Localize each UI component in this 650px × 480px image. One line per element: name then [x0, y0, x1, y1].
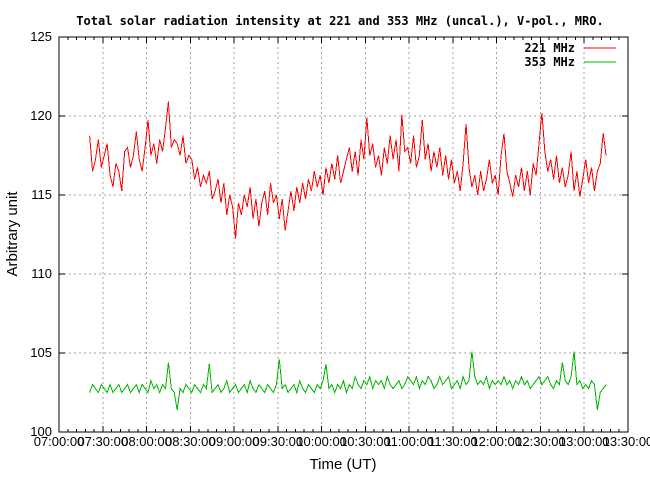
series-line-221-mhz — [89, 101, 607, 239]
legend-label-221mhz: 221 MHz — [524, 41, 575, 55]
x-tick-label: 07:30:00 — [77, 434, 128, 449]
x-tick-label: 10:30:00 — [340, 434, 391, 449]
y-tick-label: 110 — [31, 266, 52, 281]
x-tick-label: 11:00:00 — [384, 434, 434, 449]
y-tick-label: 125 — [30, 29, 52, 44]
y-tick-label: 115 — [31, 187, 52, 202]
x-tick-label: 08:30:00 — [165, 434, 216, 449]
legend: 221 MHz 353 MHz — [524, 41, 616, 69]
y-tick-label: 120 — [30, 108, 52, 123]
x-tick-label: 13:00:00 — [559, 434, 610, 449]
x-tick-label: 09:30:00 — [253, 434, 304, 449]
y-axis-title: Arbitrary unit — [4, 191, 21, 277]
x-tick-label: 10:00:00 — [296, 434, 347, 449]
series-line-353-mhz — [89, 351, 607, 410]
x-tick-labels: 07:00:0007:30:0008:00:0008:30:0009:00:00… — [34, 434, 650, 449]
y-tick-label: 105 — [30, 345, 52, 360]
x-tick-label: 08:00:00 — [121, 434, 172, 449]
y-tick-labels: 100 105 110 115 120 125 — [30, 29, 52, 439]
plot-border — [58, 36, 629, 433]
data-series — [89, 101, 607, 410]
x-axis-title: Time (UT) — [310, 456, 377, 473]
x-tick-label: 13:30:00 — [603, 434, 650, 449]
x-tick-label: 07:00:00 — [34, 434, 85, 449]
x-tick-label: 11:30:00 — [428, 434, 478, 449]
grid-lines — [59, 37, 628, 432]
x-tick-label: 09:00:00 — [209, 434, 260, 449]
x-tick-label: 12:00:00 — [471, 434, 522, 449]
legend-label-353mhz: 353 MHz — [524, 55, 575, 69]
y-tick-label: 100 — [30, 424, 52, 439]
chart-title: Total solar radiation intensity at 221 a… — [76, 14, 603, 28]
x-tick-label: 12:30:00 — [515, 434, 566, 449]
